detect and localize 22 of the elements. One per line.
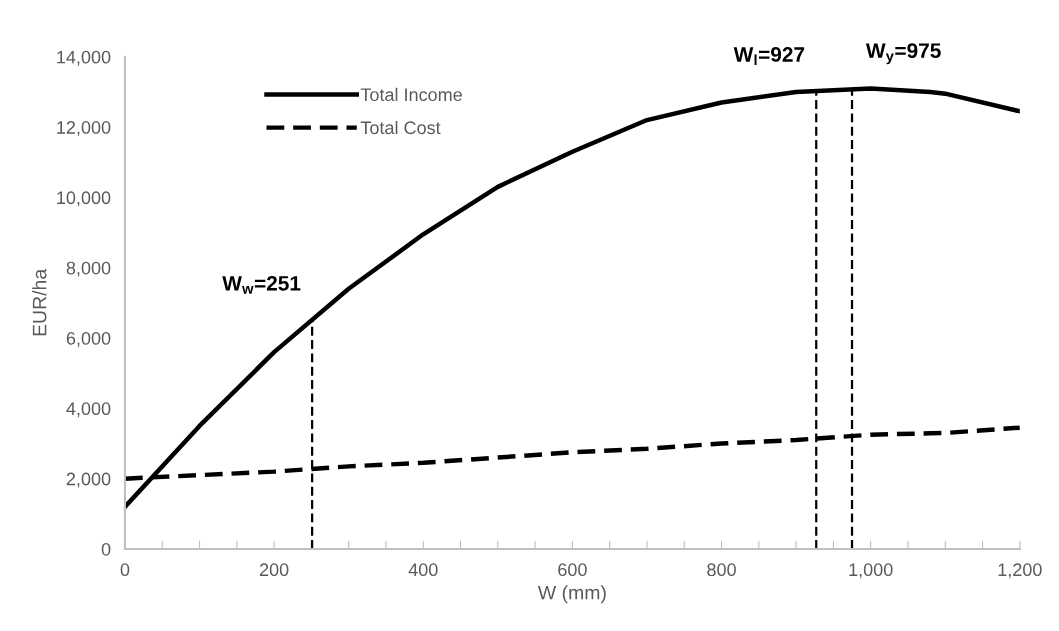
legend-label: Total Income [360, 87, 462, 102]
x-tick-label: 400 [408, 563, 438, 577]
y-tick-label: 12,000 [57, 121, 111, 136]
ref-line-label: W$_{w}$=251 [222, 275, 301, 294]
y-tick-label: 6,000 [66, 331, 111, 347]
ref-line-label: W$_{y}$=975 [865, 43, 941, 65]
y-tick-label: 2,000 [66, 472, 111, 488]
y-tick-label: 10,000 [57, 191, 111, 207]
x-tick-label: 800 [707, 563, 736, 577]
y-axis-title: EUR/ha [32, 268, 47, 336]
x-axis-title: W (mm) [537, 585, 606, 604]
x-tick-label: 0 [120, 563, 130, 577]
ref-line-label: W$_{l}$=927 [733, 47, 805, 65]
y-tick-label: 8,000 [66, 261, 111, 277]
x-tick-label: 600 [558, 563, 587, 577]
x-tick-label: 1,200 [998, 563, 1042, 579]
y-tick-label: 0 [101, 542, 111, 556]
legend-label: Total Cost [360, 120, 441, 135]
y-tick-label: 4,000 [66, 402, 111, 418]
x-tick-label: 1,000 [849, 563, 893, 579]
x-tick-label: 200 [259, 563, 289, 577]
y-tick-label: 14,000 [57, 50, 111, 66]
